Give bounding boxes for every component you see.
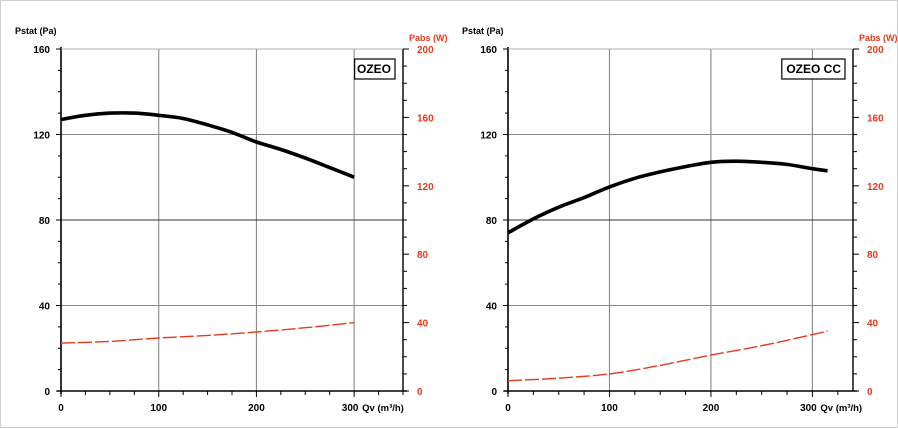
y2-axis-label: Pabs (W)	[409, 33, 448, 43]
pressure-curve	[60, 111, 355, 179]
y-tick-label: 0	[491, 387, 497, 398]
x-tick-label: 200	[703, 403, 720, 414]
y2-tick-label: 80	[867, 250, 879, 261]
power-curve	[60, 321, 355, 344]
y-axis-label: Pstat (Pa)	[15, 26, 57, 36]
x-tick-label: 300	[342, 403, 359, 414]
y-tick-label: 0	[44, 387, 50, 398]
x-axis-label: Qv (m³/h)	[362, 403, 404, 414]
y2-tick-label: 40	[417, 319, 429, 330]
pressure-curve	[507, 159, 828, 235]
y2-tick-label: 200	[867, 45, 884, 56]
power-curve	[507, 330, 828, 382]
y-axis-label: Pstat (Pa)	[462, 26, 504, 36]
y2-tick-label: 0	[417, 387, 423, 398]
grid	[504, 47, 857, 394]
y-tick-label: 80	[486, 216, 498, 227]
y-tick-label: 160	[480, 45, 497, 56]
y2-tick-label: 200	[417, 45, 434, 56]
curve-label-frame	[781, 58, 846, 80]
y2-tick-label: 160	[417, 113, 434, 124]
y2-tick-label: 120	[867, 182, 884, 193]
x-tick-label: 200	[248, 403, 265, 414]
x-tick-label: 100	[150, 403, 167, 414]
curve-label-box: OZEO	[354, 58, 396, 80]
curve-label: OZEO	[357, 62, 391, 76]
series-group	[60, 111, 355, 344]
curve-label-frame	[354, 58, 396, 80]
y-tick-label: 40	[39, 302, 51, 313]
y2-tick-label: 0	[867, 387, 873, 398]
x-tick-label: 300	[800, 403, 817, 414]
y-tick-label: 40	[486, 302, 498, 313]
series-group	[507, 159, 828, 382]
y-tick-label: 160	[33, 45, 50, 56]
x-tick-label: 100	[601, 403, 618, 414]
tick-labels: 0 40 80 120 160 0 40 80 120 160 200 0 100 200 300	[480, 45, 884, 414]
y-tick-label: 120	[33, 131, 50, 142]
y-tick-label: 120	[480, 131, 497, 142]
curve-label: OZEO CC	[786, 62, 841, 76]
curve-label-box: OZEO CC	[781, 58, 846, 80]
y2-axis-label: Pabs (W)	[859, 33, 898, 43]
axis-ticks	[56, 48, 409, 397]
x-axis-label: Qv (m³/h)	[820, 403, 862, 414]
y2-tick-label: 160	[867, 113, 884, 124]
y2-tick-label: 120	[417, 182, 434, 193]
y2-tick-label: 40	[867, 319, 879, 330]
y-tick-label: 80	[39, 216, 51, 227]
x-tick-label: 0	[505, 403, 511, 414]
x-tick-label: 0	[58, 403, 64, 414]
axis-ticks	[503, 48, 859, 397]
tick-labels: 0 40 80 120 160 0 40 80 120 160 200 0 100 200 300	[33, 45, 434, 414]
y2-tick-label: 80	[417, 250, 429, 261]
